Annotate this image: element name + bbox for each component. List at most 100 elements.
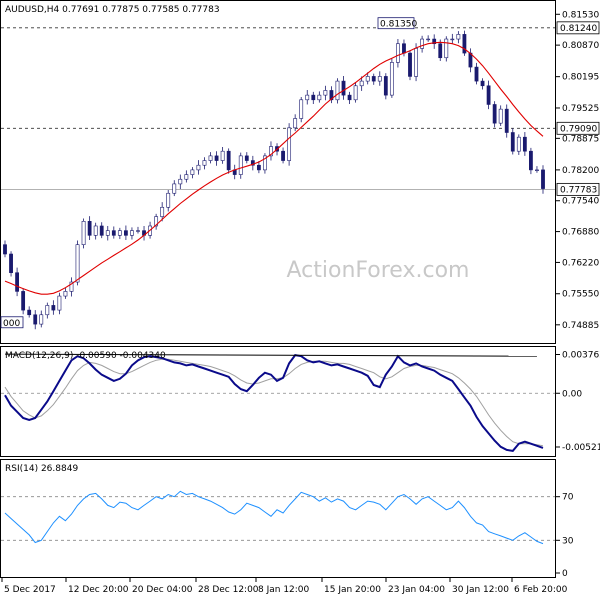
candle xyxy=(522,132,527,156)
candle-body xyxy=(51,305,56,311)
price-tick-label: 0.80870 xyxy=(562,41,599,51)
candle-body xyxy=(359,80,364,87)
candle xyxy=(299,96,304,123)
candle xyxy=(341,75,346,100)
candle xyxy=(154,213,159,230)
time-tick-label: 5 Dec 2017 xyxy=(4,585,56,595)
candle-body xyxy=(293,118,298,129)
candle xyxy=(51,300,56,315)
candle xyxy=(256,161,261,174)
candle-body xyxy=(396,43,400,63)
candle-body xyxy=(462,34,467,54)
candle xyxy=(529,147,533,175)
candle xyxy=(33,310,38,330)
candle xyxy=(516,134,521,155)
price-tick-label: 0.77540 xyxy=(562,197,599,207)
price-panel-frame xyxy=(0,0,556,344)
candle xyxy=(93,222,98,240)
candle xyxy=(305,89,310,105)
candle xyxy=(311,91,316,105)
candle-body xyxy=(63,291,68,297)
candle xyxy=(15,267,19,297)
macd-axis: 0.003762 0.00 -0.005216 xyxy=(556,351,600,453)
candle-body xyxy=(184,174,189,180)
candle-body xyxy=(27,309,32,316)
candle-body xyxy=(166,192,171,208)
candle-body xyxy=(414,48,418,77)
price-tick-label: 0.76880 xyxy=(562,228,599,238)
candle-body xyxy=(426,38,431,41)
candle xyxy=(456,31,461,44)
candle xyxy=(244,152,249,164)
candle xyxy=(269,141,273,161)
candle xyxy=(329,86,334,104)
candle-body xyxy=(99,225,104,236)
candle xyxy=(371,73,376,85)
candle-body xyxy=(57,295,62,311)
candle xyxy=(293,114,298,132)
rsi-line xyxy=(4,490,544,545)
moving-average-line xyxy=(4,41,544,295)
candle-body xyxy=(341,80,346,96)
candle-body xyxy=(69,281,74,292)
candle-body xyxy=(250,160,255,166)
candle xyxy=(208,152,213,164)
candle-body xyxy=(136,230,140,232)
price-axis: 0.81530 0.80870 0.80195 0.79525 0.78875 0.782… xyxy=(556,10,599,331)
candle-body xyxy=(9,253,13,274)
candle xyxy=(323,85,328,101)
rsi-header: RSI(14) 26.8849 xyxy=(5,464,78,474)
candle xyxy=(480,78,485,90)
candle-body xyxy=(498,108,503,124)
candle-body xyxy=(190,169,195,175)
candle xyxy=(287,123,292,166)
candle xyxy=(474,62,479,85)
candle xyxy=(202,157,207,170)
candle-body xyxy=(438,43,443,59)
candle xyxy=(136,226,140,234)
annotation-label: 0.81350 xyxy=(380,20,417,30)
candle-body xyxy=(541,169,545,189)
candle xyxy=(214,151,219,166)
candle xyxy=(353,82,358,103)
candle-body xyxy=(383,76,388,96)
macd-header: MACD(12,26,9) -0.00590 -0.004340 xyxy=(5,351,166,361)
time-tick-label: 30 Jan 12:00 xyxy=(452,585,509,595)
candle-body xyxy=(208,155,213,161)
candle xyxy=(263,153,267,174)
candle-body xyxy=(117,230,122,236)
candle xyxy=(541,165,545,194)
rsi-tick-label: 30 xyxy=(562,536,574,546)
price-header: AUDUSD,H4 0.77691 0.77875 0.77585 0.7778… xyxy=(5,5,220,15)
price-level-label: 0.79090 xyxy=(560,124,597,134)
candle xyxy=(21,288,26,315)
time-tick-label: 15 Jan 20:00 xyxy=(324,585,381,595)
candle-body xyxy=(317,94,322,101)
price-tick-label: 0.74885 xyxy=(562,321,599,331)
candle-body xyxy=(516,136,521,152)
candle xyxy=(87,216,92,240)
candle-body xyxy=(450,38,455,41)
watermark: ActionForex.com xyxy=(287,258,470,283)
time-tick-label: 28 Dec 12:00 xyxy=(198,585,259,595)
candle-body xyxy=(39,314,44,325)
candle-body xyxy=(202,160,207,166)
candle-body xyxy=(353,85,358,101)
candle xyxy=(444,36,449,62)
candle-body xyxy=(160,206,165,217)
candle-body xyxy=(87,221,92,236)
candle xyxy=(130,227,134,240)
candle-body xyxy=(21,291,26,311)
time-tick-label: 8 Jan 12:00 xyxy=(258,585,310,595)
candle-body xyxy=(504,108,509,133)
candle xyxy=(69,277,74,297)
candle xyxy=(9,251,13,277)
candle-body xyxy=(529,150,533,171)
macd-tick-label: 0.00 xyxy=(562,389,582,399)
candle-body xyxy=(377,76,382,82)
price-level-box xyxy=(556,121,600,135)
candle xyxy=(486,80,491,110)
candles-group xyxy=(3,30,545,330)
candle-body xyxy=(178,178,183,185)
candle xyxy=(498,105,503,126)
